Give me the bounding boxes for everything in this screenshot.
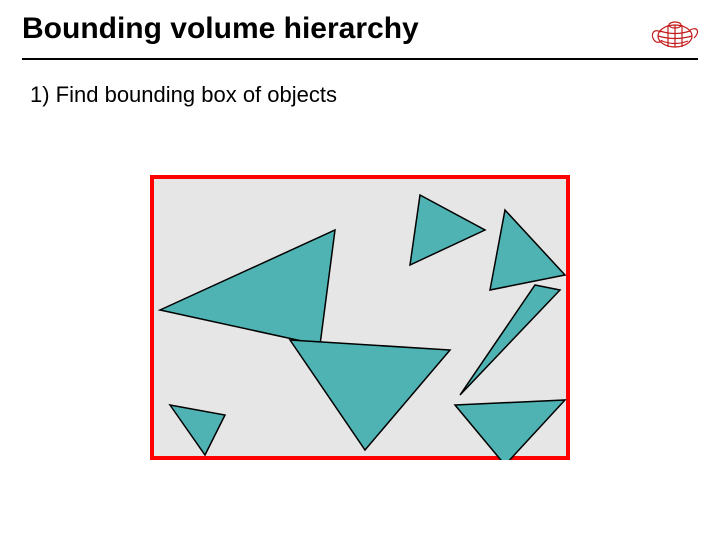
step-1-text: 1) Find bounding box of objects xyxy=(30,82,337,108)
figure-svg xyxy=(150,175,570,460)
teapot-icon xyxy=(648,12,700,52)
slide-title: Bounding volume hierarchy xyxy=(22,12,419,46)
teapot-logo xyxy=(648,12,700,52)
bounding-box-figure xyxy=(150,175,570,460)
title-rule xyxy=(22,58,698,60)
